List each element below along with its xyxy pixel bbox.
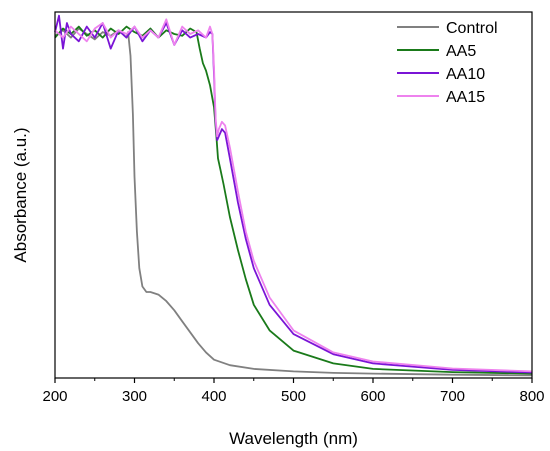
legend-label-aa15: AA15 [446,89,485,106]
x-tick-label: 600 [360,388,385,405]
x-tick-label: 400 [201,388,226,405]
y-axis-label: Absorbance (a.u.) [11,127,30,262]
legend-label-aa5: AA5 [446,43,476,60]
series-layer [54,14,533,377]
x-axis-label: Wavelength (nm) [229,429,358,448]
x-tick-label: 200 [42,388,67,405]
x-tick-label: 700 [440,388,465,405]
x-axis-ticks: 200 300 400 500 600 700 800 [42,378,545,405]
series-line-aa5 [54,25,533,375]
legend-label-aa10: AA10 [446,66,485,83]
series-line-control [54,27,533,377]
x-tick-label: 500 [281,388,306,405]
legend: Control AA5 AA10 AA15 [397,20,498,106]
x-tick-label: 800 [519,388,544,405]
x-tick-label: 300 [122,388,147,405]
series-line-aa15 [54,18,533,373]
legend-label-control: Control [446,20,498,37]
